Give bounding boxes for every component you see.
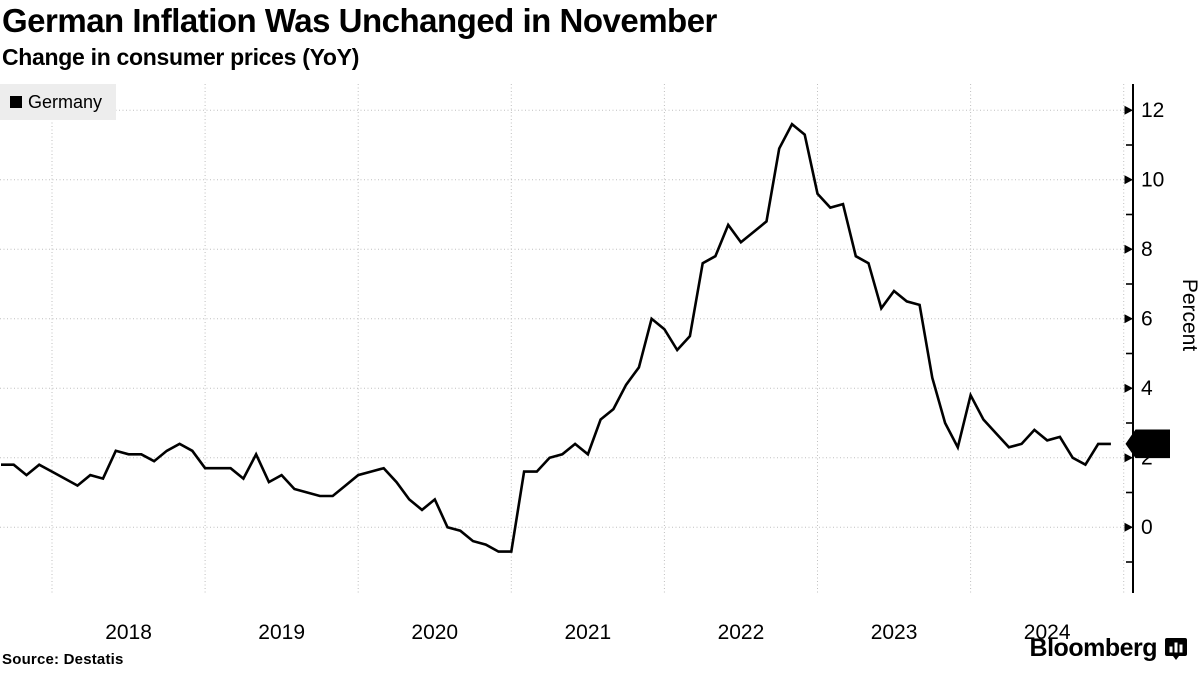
legend: Germany xyxy=(0,84,117,120)
bloomberg-logo: Bloomberg xyxy=(1030,634,1187,663)
bloomberg-wordmark: Bloomberg xyxy=(1029,634,1158,662)
y-tick-label: 4 xyxy=(1141,377,1153,400)
y-tick-label: 6 xyxy=(1141,307,1153,330)
major-tick-arrow-icon xyxy=(1124,105,1133,115)
y-tick-label: 12 xyxy=(1141,99,1164,122)
legend-label: Germany xyxy=(28,91,103,112)
x-tick-label: 2024 xyxy=(1024,621,1071,644)
y-tick-label: 10 xyxy=(1141,168,1164,191)
x-tick-label: 2020 xyxy=(411,621,458,644)
badge-pointer-shape xyxy=(1125,429,1170,459)
major-tick-arrow-icon xyxy=(1124,383,1133,393)
right-y-axis xyxy=(1124,84,1134,593)
y-tick-label: 0 xyxy=(1141,516,1153,539)
y-axis-title: Percent xyxy=(1178,279,1200,352)
y-axis-tick-labels: 0 2 4 6 8 10 12 xyxy=(1141,99,1164,539)
y-tick-label: 8 xyxy=(1141,238,1153,261)
major-tick-arrow-icon xyxy=(1124,314,1133,324)
last-value-badge: 2 xyxy=(1125,429,1170,459)
badge-value: 2 xyxy=(1146,432,1158,455)
x-tick-label: 2022 xyxy=(718,621,765,644)
x-tick-label: 2021 xyxy=(564,621,611,644)
x-axis-tick-labels: 2018 2019 2020 2021 2022 2023 2024 xyxy=(105,621,1071,644)
major-tick-arrow-icon xyxy=(1124,453,1133,463)
series-polyline xyxy=(1,122,1111,553)
bloomberg-chart-icon xyxy=(1165,637,1187,660)
vertical-gridlines xyxy=(51,84,1125,593)
germany-line-series xyxy=(1,122,1111,553)
source-note: Source: Destatis xyxy=(2,651,124,668)
major-tick-arrow-icon xyxy=(1124,522,1133,532)
chart-subtitle: Change in consumer prices (YoY) xyxy=(2,44,360,70)
legend-swatch-icon xyxy=(10,96,22,108)
x-tick-label: 2023 xyxy=(871,621,918,644)
x-tick-label: 2019 xyxy=(258,621,305,644)
horizontal-gridlines xyxy=(0,109,1133,528)
major-tick-arrow-icon xyxy=(1124,244,1133,254)
chart-title: German Inflation Was Unchanged in Novemb… xyxy=(2,2,717,39)
major-tick-arrow-icon xyxy=(1124,175,1133,185)
x-tick-label: 2018 xyxy=(105,621,152,644)
